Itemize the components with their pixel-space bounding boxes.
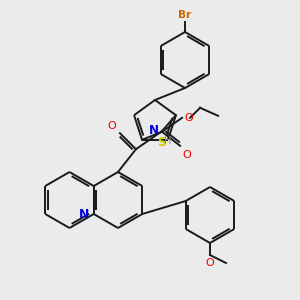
Text: H: H [164,136,172,146]
Text: N: N [78,208,89,220]
Text: Br: Br [178,10,192,20]
Text: O: O [107,121,116,131]
Text: N: N [149,124,159,137]
Text: O: O [206,258,214,268]
Text: O: O [182,150,191,160]
Text: S: S [158,136,166,149]
Text: O: O [184,113,193,123]
